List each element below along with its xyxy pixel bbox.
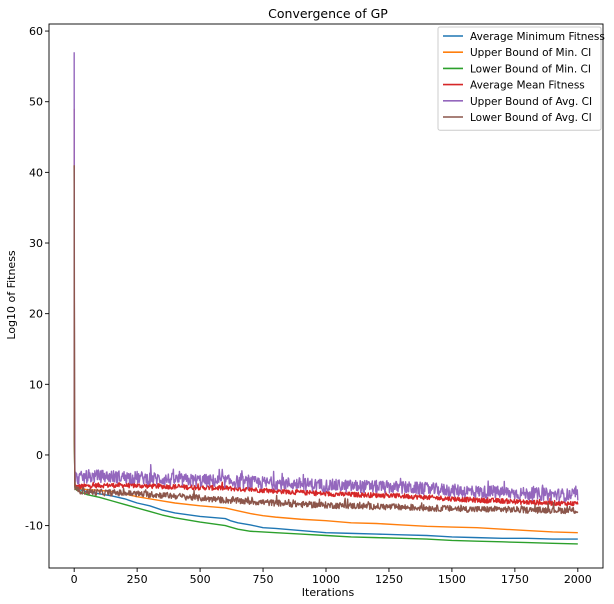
legend-label: Average Minimum Fitness [470, 31, 605, 43]
y-tick-label: 60 [29, 25, 43, 38]
legend-label: Lower Bound of Avg. CI [470, 112, 592, 124]
legend-label: Upper Bound of Min. CI [470, 47, 591, 59]
series-line-6 [73, 165, 579, 515]
legend: Average Minimum Fitness Upper Bound of Mi… [437, 26, 605, 131]
y-tick-label: 0 [36, 449, 43, 462]
series-line-3 [73, 165, 578, 545]
x-axis-title: Iterations [302, 586, 355, 599]
legend-box [437, 26, 602, 131]
y-tick-label: 50 [29, 96, 43, 109]
x-tick-label: 1750 [501, 573, 529, 586]
x-tick-label: 500 [190, 573, 211, 586]
x-tick-label: 750 [253, 573, 274, 586]
plot-area [73, 52, 579, 545]
x-tick-label: 1000 [312, 573, 340, 586]
y-tick-label: 30 [29, 237, 43, 250]
y-tick-label: 40 [29, 166, 43, 179]
series-line-5 [73, 52, 579, 502]
legend-label: Lower Bound of Min. CI [470, 63, 591, 75]
legend-label: Upper Bound of Avg. CI [470, 96, 592, 108]
series-line-4 [73, 108, 579, 507]
x-tick-label: 2000 [564, 573, 592, 586]
x-tick-label: 1250 [375, 573, 403, 586]
y-tick-label: 20 [29, 308, 43, 321]
x-tick-label: 1500 [438, 573, 466, 586]
y-tick-label: -10 [25, 520, 43, 533]
x-tick-label: 250 [127, 573, 148, 586]
y-axis-title: Log10 of Fitness [5, 250, 18, 340]
x-tick-label: 0 [71, 573, 78, 586]
chart-title: Convergence of GP [268, 6, 388, 21]
legend-label: Average Mean Fitness [470, 80, 585, 92]
series-line-1 [73, 165, 578, 540]
y-tick-label: 10 [29, 378, 43, 391]
axes: 0 250 500 750 1000 1250 1500 1750 2000 -10 0 10 20 30… [25, 23, 604, 586]
